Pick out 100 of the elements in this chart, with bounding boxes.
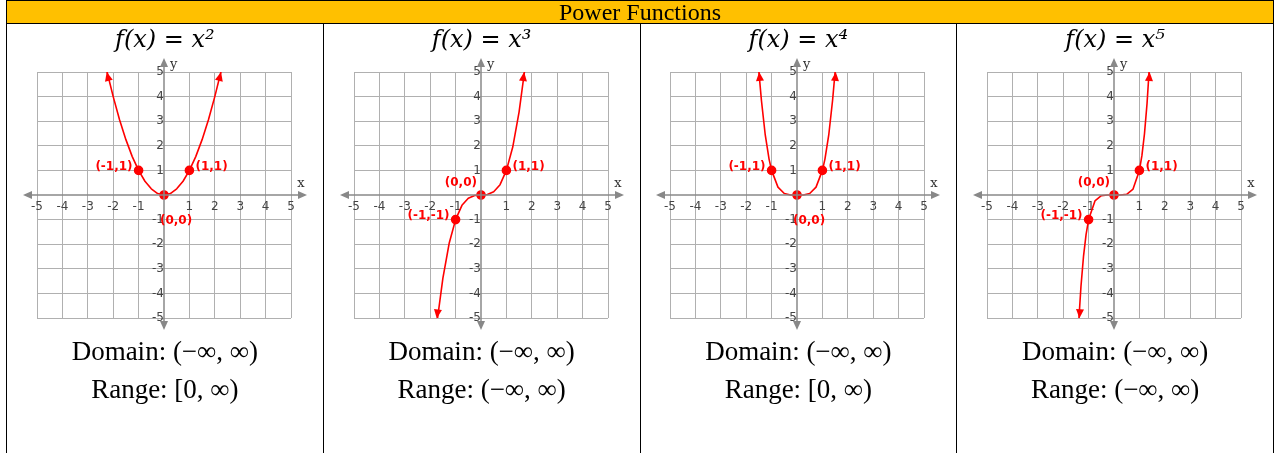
x-tick-label: -5	[981, 199, 994, 214]
y-tick-label: -2	[151, 236, 164, 251]
x-axis-title: x	[297, 175, 306, 190]
x-tick-label: -1	[449, 199, 462, 214]
annotation: (-1,1)	[95, 158, 133, 173]
y-tick-label: -3	[468, 260, 481, 275]
y-tick-label: -1	[468, 211, 481, 226]
text: Domain: (−∞, ∞)	[387, 335, 576, 368]
x-tick-label: 3	[869, 199, 878, 214]
y-tick-label: -5	[468, 310, 481, 325]
y-tick-label: -1	[1102, 211, 1115, 226]
x-tick-label: -5	[664, 199, 677, 214]
x-tick-label: -2	[107, 199, 120, 214]
y-tick-label: -4	[151, 285, 164, 300]
annotation: (1,1)	[1145, 158, 1178, 173]
x-tick-label: 5	[603, 199, 612, 214]
x-tick-label: -1	[765, 199, 778, 214]
y-axis-title: y	[1119, 56, 1129, 71]
text: Range: (−∞, ∞)	[396, 373, 567, 406]
y-axis-title: y	[802, 56, 812, 71]
x-tick-label: 5	[920, 199, 929, 214]
x-tick-label: -4	[373, 199, 386, 214]
y-tick-label: 1	[1106, 162, 1115, 177]
y-tick-label: 2	[1106, 137, 1115, 152]
y-tick-label: 3	[156, 113, 164, 128]
annotation: (0,0)	[444, 175, 477, 190]
y-tick-label: -3	[151, 260, 164, 275]
chart-title: f(x) = x⁵	[1062, 24, 1166, 54]
x-tick-label: -5	[347, 199, 360, 214]
x-tick-label: 1	[1135, 199, 1144, 214]
y-tick-label: -4	[785, 285, 798, 300]
y-tick-label: -4	[1102, 285, 1115, 300]
x-tick-label: 2	[527, 199, 536, 214]
x-tick-label: 4	[895, 199, 903, 214]
y-tick-label: 2	[789, 137, 798, 152]
x-tick-label: -3	[715, 199, 728, 214]
x-tick-label: -2	[1057, 199, 1070, 214]
y-tick-label: -3	[1102, 260, 1115, 275]
x-tick-label: -3	[81, 199, 94, 214]
annotation: (1,1)	[195, 158, 228, 173]
y-tick-label: 4	[789, 88, 798, 103]
text: Range: [0, ∞)	[723, 373, 874, 406]
y-tick-label: -5	[151, 310, 164, 325]
x-tick-label: 1	[818, 199, 827, 214]
y-tick-label: 3	[472, 113, 481, 128]
chart-title: f(x) = x⁴	[746, 24, 850, 54]
x-tick-label: 5	[287, 199, 295, 214]
x-tick-label: -2	[423, 199, 436, 214]
x-tick-label: -2	[740, 199, 753, 214]
y-tick-label: -2	[1102, 236, 1115, 251]
text: Range: [0, ∞)	[90, 373, 240, 406]
x-axis-title: x	[930, 175, 939, 190]
x-axis-title: x	[613, 175, 622, 190]
annotation: (1,1)	[828, 158, 862, 173]
text: Domain: (−∞, ∞)	[70, 335, 260, 368]
x-tick-label: 5	[1237, 199, 1245, 214]
x-tick-label: 3	[1186, 199, 1195, 214]
y-tick-label: -2	[785, 236, 798, 251]
x-tick-label: 4	[578, 199, 587, 214]
x-tick-label: 2	[210, 199, 219, 214]
y-tick-label: 2	[472, 137, 481, 152]
x-tick-label: -1	[132, 199, 145, 214]
x-tick-label: 3	[236, 199, 244, 214]
chart-title: f(x) = x³	[429, 24, 533, 54]
x-tick-label: 2	[1161, 199, 1169, 214]
x-tick-label: -4	[689, 199, 702, 214]
y-tick-label: -4	[468, 285, 481, 300]
y-tick-label: -5	[785, 310, 798, 325]
y-axis-title: y	[485, 56, 495, 71]
annotation: (1,1)	[512, 158, 545, 173]
y-tick-label: 3	[789, 113, 798, 128]
y-tick-label: 4	[472, 88, 481, 103]
y-tick-label: -2	[468, 236, 481, 251]
y-tick-label: -3	[785, 260, 798, 275]
x-tick-label: -5	[30, 199, 43, 214]
y-axis-title: y	[168, 56, 178, 71]
y-tick-label: 4	[1106, 88, 1115, 103]
x-axis-title: x	[1247, 175, 1256, 190]
annotation: (0,0)	[793, 213, 826, 228]
text: Domain: (−∞, ∞)	[704, 335, 893, 368]
text: Domain: (−∞, ∞)	[1020, 335, 1210, 368]
y-tick-label: 1	[156, 162, 164, 177]
text: Power Functions	[7, 0, 1273, 25]
x-tick-label: 1	[185, 199, 194, 214]
x-tick-label: 4	[1211, 199, 1220, 214]
x-tick-label: 3	[553, 199, 561, 214]
annotation: (-1,1)	[728, 158, 766, 173]
y-tick-label: 4	[156, 88, 164, 103]
x-tick-label: -4	[56, 199, 69, 214]
y-tick-label: 1	[472, 162, 481, 177]
y-tick-label: -5	[1102, 310, 1115, 325]
x-tick-label: 1	[502, 199, 510, 214]
x-tick-label: 2	[844, 199, 852, 214]
x-tick-label: 4	[261, 199, 270, 214]
y-tick-label: 3	[1106, 113, 1115, 128]
chart-title: f(x) = x²	[112, 24, 216, 54]
y-tick-label: 1	[789, 162, 798, 177]
y-tick-label: 2	[156, 137, 164, 152]
x-tick-label: -4	[1006, 199, 1019, 214]
text: Range: (−∞, ∞)	[1029, 373, 1201, 406]
